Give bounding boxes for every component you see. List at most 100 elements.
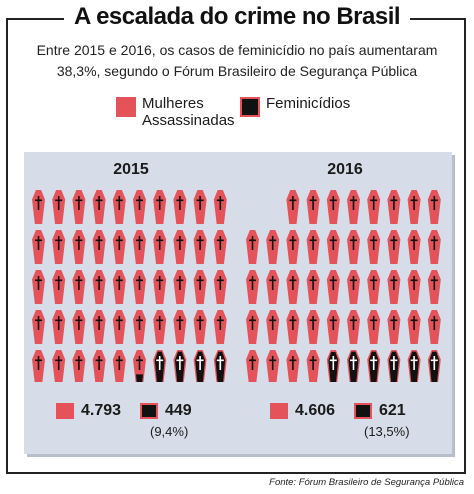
cross-horizontal xyxy=(156,239,164,242)
cross-vertical xyxy=(413,316,415,330)
cross-vertical xyxy=(138,236,141,250)
cross-vertical xyxy=(98,276,100,290)
coffin-women xyxy=(153,310,167,344)
cross-horizontal xyxy=(390,319,398,322)
coffin-women xyxy=(72,270,86,304)
cross-horizontal xyxy=(410,359,418,362)
cross-vertical xyxy=(78,356,80,370)
cross-horizontal xyxy=(216,359,224,362)
cross-vertical xyxy=(57,196,60,210)
cross-vertical xyxy=(312,236,314,250)
cross-horizontal xyxy=(216,279,224,282)
legend-femicide-label: Feminicídios xyxy=(266,95,351,112)
cross-horizontal xyxy=(289,199,297,202)
coffin-femicide xyxy=(347,350,360,382)
coffin-women xyxy=(52,190,66,224)
cross-horizontal xyxy=(390,359,398,362)
source-note: Fonte: Fórum Brasileiro de Segurança Púb… xyxy=(269,477,464,488)
cross-horizontal xyxy=(95,239,103,242)
cross-horizontal xyxy=(115,199,123,202)
coffin-women xyxy=(286,270,300,304)
legend-femicide-swatch xyxy=(240,97,260,117)
cross-horizontal xyxy=(156,319,164,322)
cross-horizontal xyxy=(370,199,378,202)
cross-horizontal xyxy=(196,239,204,242)
cross-horizontal xyxy=(249,359,256,362)
legend-femicide: Feminicídios xyxy=(240,95,350,117)
cross-horizontal xyxy=(350,199,357,202)
cross-vertical xyxy=(199,276,201,290)
coffin-women xyxy=(52,230,66,264)
cross-vertical xyxy=(352,196,355,210)
cross-horizontal xyxy=(309,199,317,202)
cross-horizontal xyxy=(390,279,398,282)
coffin-women xyxy=(427,310,441,344)
coffin-women xyxy=(153,230,167,264)
coffin-women xyxy=(112,230,126,264)
coffin-women xyxy=(112,350,126,382)
cross-horizontal xyxy=(249,239,256,242)
cross-horizontal xyxy=(196,199,204,202)
coffin-women xyxy=(173,190,187,224)
chart-subtitle: Entre 2015 e 2016, os casos de feminicíd… xyxy=(20,40,454,82)
cross-vertical xyxy=(433,356,436,370)
coffin-women xyxy=(153,270,167,304)
stat-2016-femicide-value: 621 xyxy=(379,402,406,419)
cross-vertical xyxy=(372,236,375,250)
coffin-women xyxy=(32,190,45,224)
legend-women-swatch xyxy=(116,97,136,117)
coffin-women xyxy=(347,190,360,224)
cross-vertical xyxy=(312,316,314,330)
coffin-women xyxy=(213,270,227,304)
cross-vertical xyxy=(292,276,294,290)
coffin-women xyxy=(367,230,381,264)
coffin-women xyxy=(32,310,45,344)
cross-horizontal xyxy=(136,239,143,242)
cross-vertical xyxy=(37,236,40,250)
cross-horizontal xyxy=(95,319,103,322)
cross-horizontal xyxy=(176,319,184,322)
cross-vertical xyxy=(219,356,222,370)
cross-vertical xyxy=(271,316,274,330)
coffin-women xyxy=(326,310,340,344)
coffin-women xyxy=(133,270,146,304)
coffin-women xyxy=(72,230,86,264)
cross-vertical xyxy=(292,196,294,210)
cross-vertical xyxy=(352,276,355,290)
cross-horizontal xyxy=(75,239,83,242)
coffin-women xyxy=(427,190,441,224)
cross-vertical xyxy=(251,356,254,370)
cross-horizontal xyxy=(115,279,123,282)
cross-vertical xyxy=(138,316,141,330)
cross-vertical xyxy=(118,356,121,370)
panel-2016-year: 2016 xyxy=(327,161,363,178)
cross-horizontal xyxy=(329,319,337,322)
cross-vertical xyxy=(413,356,415,370)
coffin-women xyxy=(306,270,320,304)
coffin-women xyxy=(133,190,146,224)
cross-horizontal xyxy=(390,199,398,202)
chart-title-wrap: A escalada do crime no Brasil xyxy=(0,3,474,31)
cross-vertical xyxy=(179,196,181,210)
cross-vertical xyxy=(433,196,436,210)
cross-vertical xyxy=(37,316,40,330)
cross-vertical xyxy=(57,276,60,290)
coffin-women xyxy=(286,350,300,382)
cross-vertical xyxy=(158,236,161,250)
cross-horizontal xyxy=(309,359,317,362)
coffin-women xyxy=(306,350,320,382)
legend-women: Mulheres Assassinadas xyxy=(116,95,235,129)
cross-horizontal xyxy=(249,279,256,282)
coffin-women xyxy=(193,310,207,344)
cross-vertical xyxy=(57,236,60,250)
cross-horizontal xyxy=(430,279,438,282)
coffin-women xyxy=(326,270,340,304)
cross-horizontal xyxy=(370,239,378,242)
cross-vertical xyxy=(332,316,335,330)
coffin-women xyxy=(92,190,106,224)
cross-vertical xyxy=(118,196,121,210)
cross-horizontal xyxy=(350,319,357,322)
cross-horizontal xyxy=(289,239,297,242)
coffin-women xyxy=(153,190,167,224)
panel-2016: 2016 4.606 621 (13,5%) xyxy=(238,152,452,454)
